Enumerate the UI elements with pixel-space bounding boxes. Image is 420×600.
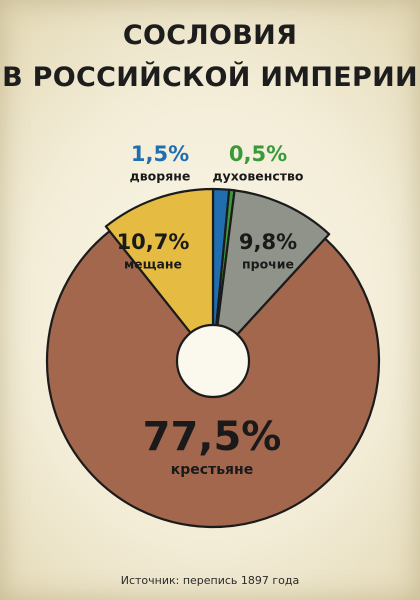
title-line-2: В РОССИЙСКОЙ ИМПЕРИИ <box>2 62 418 93</box>
value-label-nobility: 1,5% <box>131 142 189 166</box>
slice-other <box>211 189 331 363</box>
value-label-peasants: 77,5% <box>143 414 282 460</box>
category-label-townspeople: мещане <box>124 257 182 272</box>
source-note: Источник: перепись 1897 года <box>120 574 300 587</box>
donut-hole <box>175 323 251 399</box>
category-label-nobility: дворяне <box>130 169 191 184</box>
value-label-other: 9,8% <box>239 230 297 254</box>
category-label-peasants: крестьяне <box>171 462 253 478</box>
slice-townspeople <box>104 187 215 363</box>
title-line-1: СОСЛОВИЯ <box>122 20 298 51</box>
category-label-other: прочие <box>242 257 294 272</box>
category-label-clergy: духовенство <box>212 169 303 184</box>
value-label-clergy: 0,5% <box>229 142 287 166</box>
value-label-townspeople: 10,7% <box>117 230 190 254</box>
